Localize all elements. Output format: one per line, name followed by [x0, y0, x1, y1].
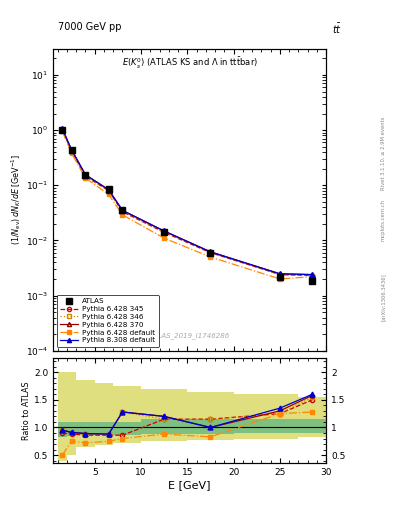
Text: [arXiv:1306.3436]: [arXiv:1306.3436]: [381, 273, 386, 321]
Y-axis label: Ratio to ATLAS: Ratio to ATLAS: [22, 381, 31, 440]
Text: $E(K_s^0)$ (ATLAS KS and $\Lambda$ in tt$\bar{\rm t}$bar): $E(K_s^0)$ (ATLAS KS and $\Lambda$ in tt…: [121, 56, 258, 72]
Text: Rivet 3.1.10, ≥ 2.9M events: Rivet 3.1.10, ≥ 2.9M events: [381, 117, 386, 190]
Text: 7000 GeV pp: 7000 GeV pp: [58, 22, 122, 32]
Y-axis label: $(1/N_\mathrm{ev})\,dN_K/dE\;[\mathrm{GeV}^{-1}]$: $(1/N_\mathrm{ev})\,dN_K/dE\;[\mathrm{Ge…: [9, 154, 23, 245]
Legend: ATLAS, Pythia 6.428 345, Pythia 6.428 346, Pythia 6.428 370, Pythia 6.428 defaul: ATLAS, Pythia 6.428 345, Pythia 6.428 34…: [57, 294, 159, 347]
Text: ATLAS_2019_I1746286: ATLAS_2019_I1746286: [149, 332, 230, 338]
X-axis label: E [GeV]: E [GeV]: [168, 480, 211, 490]
Text: $t\bar{t}$: $t\bar{t}$: [332, 22, 342, 35]
Text: mcplots.cern.ch: mcplots.cern.ch: [381, 199, 386, 241]
